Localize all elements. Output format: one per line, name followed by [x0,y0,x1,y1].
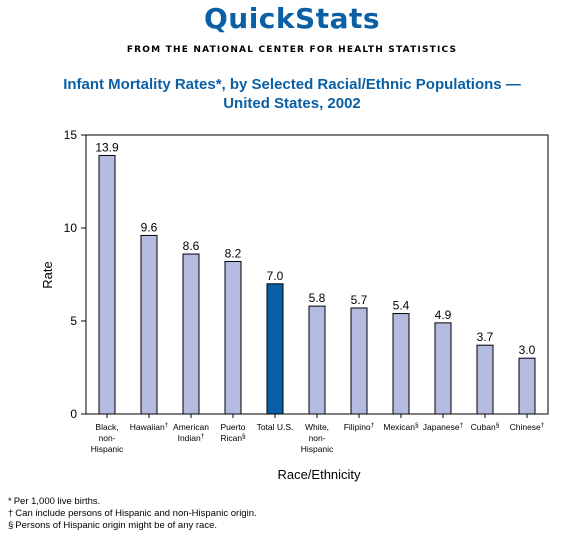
footnote-mark: † [371,422,375,429]
y-axis-label: Rate [40,261,55,288]
footnote-3-text: Persons of Hispanic origin might be of a… [15,520,218,531]
x-tick-label-line: Hispanic [91,444,124,454]
footnotes: * Per 1,000 live births. † Can include per… [8,496,257,532]
footnote-mark: † [201,433,205,440]
x-tick-label-line: Puerto [220,422,245,432]
bar-value-label: 4.9 [435,308,452,322]
bar [266,283,284,415]
x-axis-label: Race/Ethnicity [277,467,361,482]
bar-value-label: 8.6 [183,239,200,253]
x-tick-label-line: non- [98,433,115,443]
footnote-1-mark: * [8,496,12,507]
bar [476,344,494,415]
footnote-mark: † [165,422,169,429]
x-tick-label-line: non- [308,433,325,443]
bar [224,260,242,415]
chart-title-line1: Infant Mortality Rates*, by Selected Rac… [63,76,521,93]
x-tick-label-line: Total U.S. [257,422,294,432]
nchs-tagline: FROM THE NATIONAL CENTER FOR HEALTH STAT… [126,45,458,55]
x-tick-label: Mexican§ [383,422,419,432]
x-tick-label: Black, non-Hispanic [91,422,124,454]
x-tick-label: American Indian† [173,422,209,443]
bar-value-label: 5.7 [351,293,368,307]
bar-value-label: 5.8 [309,291,326,305]
x-tick-label: Japanese† [423,422,464,432]
plot-frame [85,134,549,415]
x-tick-label-line: Cuban [471,422,496,432]
footnote-mark: § [496,422,500,429]
x-tick-label-line: Black, [95,422,118,432]
bar [308,305,326,415]
y-tick-label: 15 [64,128,78,142]
x-tick-label-line: American [173,422,209,432]
footnote-mark: † [460,422,464,429]
quickstats-brand: QuickStats [203,2,381,35]
x-tick-label: Cuban§ [471,422,500,432]
bar [182,253,200,415]
bar-value-label: 3.7 [477,330,494,344]
x-tick-label: White, non-Hispanic [301,422,334,454]
bar-value-label: 5.4 [393,299,410,313]
footnote-2-mark: † [8,508,14,519]
x-tick-label-line: Indian [178,433,201,443]
bar [392,313,410,415]
x-tick-label-line: White, [305,422,329,432]
x-tick-label: Hawaiian† [130,422,169,432]
footnote-mark: § [242,433,246,440]
bar-value-label: 9.6 [141,220,158,234]
x-tick-label-line: Filipino [344,422,371,432]
footnote-1-text: Per 1,000 live births. [13,496,101,507]
x-tick-label-line: Chinese [510,422,541,432]
bar-value-label: 13.9 [95,140,119,154]
x-tick-label: Filipino† [344,422,375,432]
bar [518,357,536,415]
footnote-2-text: Can include persons of Hispanic and non-… [15,508,257,519]
footnote-3: § Persons of Hispanic origin might be of … [8,520,257,532]
x-tick-label-line: Hispanic [301,444,334,454]
x-tick-label-line: Mexican [383,422,415,432]
bar-value-label: 7.0 [267,269,284,283]
x-tick-label: Total U.S. [257,422,294,432]
y-tick-label: 0 [70,407,77,421]
bar-value-label: 3.0 [519,343,536,357]
x-tick-label-line: Japanese [423,422,460,432]
bar [98,154,116,415]
footnote-mark: † [541,422,545,429]
footnote-3-mark: § [8,520,14,531]
footnote-1: * Per 1,000 live births. [8,496,257,508]
y-tick-label: 5 [70,314,77,328]
bar [434,322,452,415]
footnote-2: † Can include persons of Hispanic and non… [8,508,257,520]
y-tick-label: 10 [64,221,78,235]
bar-value-label: 8.2 [225,246,242,260]
x-tick-label: Puerto Rican§ [220,422,246,443]
x-tick-label-line: Hawaiian [130,422,165,432]
footnote-mark: § [415,422,419,429]
x-tick-label: Chinese† [510,422,545,432]
bar [350,307,368,415]
x-tick-label-line: Rican [220,433,242,443]
chart-title-line2: United States, 2002 [223,95,361,112]
bar [140,234,158,415]
